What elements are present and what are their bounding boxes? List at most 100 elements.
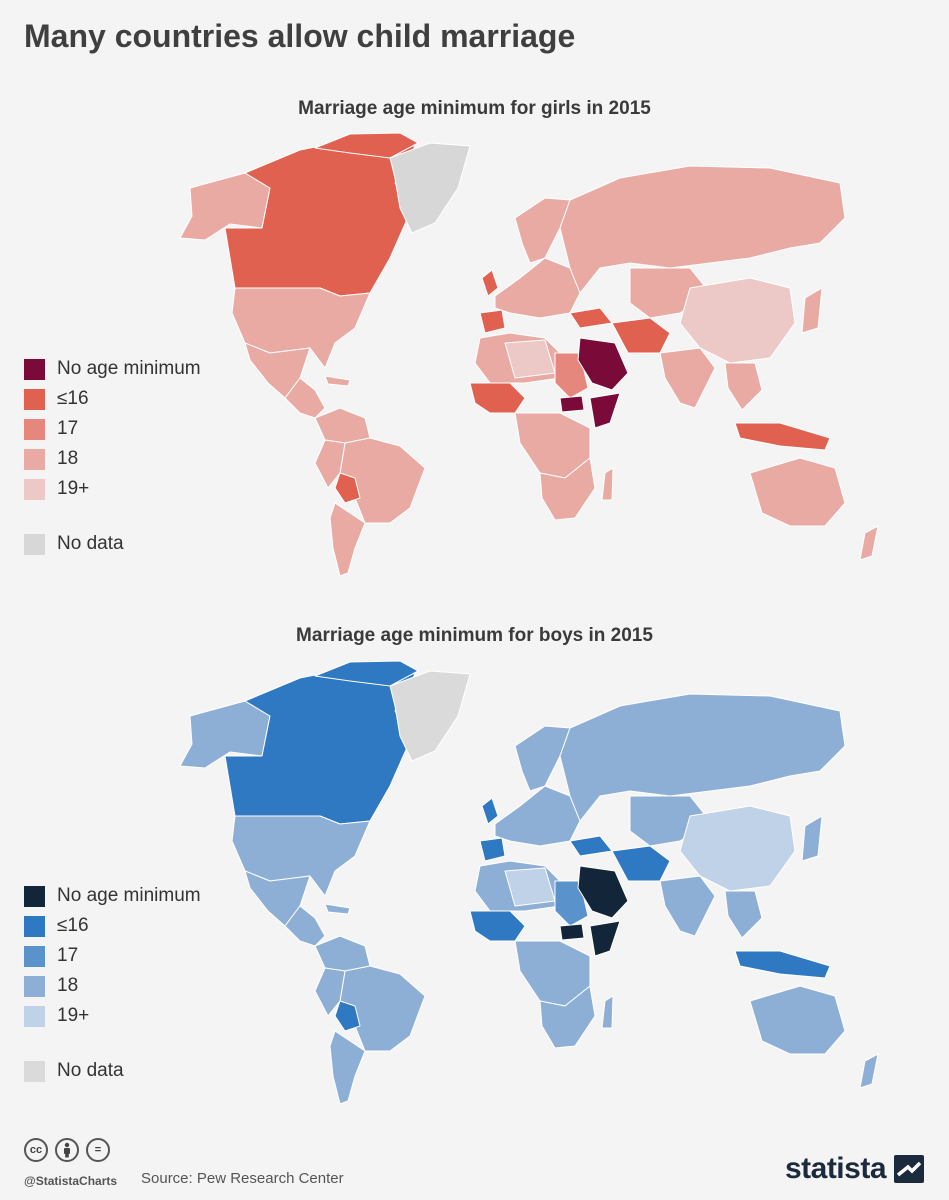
region-colombia-venezuela (314, 935, 371, 972)
region-russia (559, 693, 846, 822)
region-australia (749, 457, 846, 527)
boys-world-map (179, 660, 879, 1105)
region-southern-africa (539, 457, 596, 521)
region-west-africa (469, 382, 526, 414)
legend-item-no-minimum: No age minimum (24, 881, 201, 911)
legend-swatch (24, 975, 45, 997)
legend-label: 17 (57, 418, 79, 439)
region-canada-arctic (314, 660, 419, 687)
legend-label: No data (57, 1060, 124, 1081)
region-usa (231, 287, 371, 369)
region-saudi-arabia-yemen (577, 865, 629, 919)
region-uk-ireland (481, 269, 499, 297)
region-south-sudan (559, 923, 585, 941)
source-text: Source: Pew Research Center (141, 1170, 344, 1187)
region-usa (231, 815, 371, 897)
girls-map-title: Marriage age minimum for girls in 2015 (298, 98, 651, 119)
legend-swatch (24, 915, 45, 937)
legend-label: No data (57, 533, 124, 554)
region-indonesia-philippines (734, 422, 831, 451)
region-europe (494, 257, 581, 319)
region-peru (314, 967, 346, 1017)
legend-swatch (24, 358, 45, 380)
girls-world-map (179, 132, 879, 577)
region-horn-of-africa (589, 392, 621, 429)
legend-swatch (24, 478, 45, 500)
boys-map-title: Marriage age minimum for boys in 2015 (296, 625, 653, 646)
legend-label: 17 (57, 945, 79, 966)
region-iran-afghanistan (611, 317, 671, 354)
region-southeast-asia (724, 890, 763, 939)
region-spain (479, 837, 506, 862)
region-bolivia (334, 1000, 361, 1032)
region-turkey-caucasus (569, 307, 613, 329)
region-peru (314, 439, 346, 489)
region-uk-ireland (481, 797, 499, 825)
legend-label: 19+ (57, 1005, 90, 1026)
legend-swatch (24, 945, 45, 967)
region-central-america (284, 905, 326, 947)
region-argentina-chile (329, 1030, 366, 1105)
legend-swatch (24, 418, 45, 440)
legend-label: No age minimum (57, 358, 201, 379)
region-japan (801, 815, 823, 862)
region-australia (749, 985, 846, 1055)
legend-item-no-minimum: No age minimum (24, 354, 201, 384)
region-new-zealand (859, 1053, 879, 1089)
region-china (679, 277, 796, 364)
region-india (659, 875, 716, 937)
region-south-sudan (559, 395, 585, 413)
legend-item-19-plus: 19+ (24, 474, 201, 504)
region-madagascar (601, 995, 614, 1029)
footer: cc = @StatistaCharts Source: Pew Researc… (24, 1138, 924, 1194)
region-greenland (389, 142, 471, 234)
legend-label: No age minimum (57, 885, 201, 906)
legend-swatch (24, 885, 45, 907)
region-horn-of-africa (589, 920, 621, 957)
region-greenland (389, 670, 471, 762)
region-madagascar (601, 467, 614, 501)
statista-logo: statista (785, 1152, 924, 1186)
legend-item-no-data: No data (24, 1056, 201, 1086)
legend-item-18: 18 (24, 971, 201, 1001)
statista-logo-icon (894, 1155, 924, 1183)
region-caribbean (324, 903, 351, 915)
region-new-zealand (859, 525, 879, 561)
legend-item-16-or-under: ≤16 (24, 911, 201, 941)
legend-item-16-or-under: ≤16 (24, 384, 201, 414)
region-europe (494, 785, 581, 847)
region-saudi-arabia-yemen (577, 337, 629, 391)
region-turkey-caucasus (569, 835, 613, 857)
region-argentina-chile (329, 502, 366, 577)
brand-wordmark: statista (784, 1152, 887, 1185)
legend-label: ≤16 (57, 915, 89, 936)
region-canada-arctic (314, 132, 419, 159)
region-bolivia (334, 472, 361, 504)
legend-label: 18 (57, 448, 79, 469)
legend-item-18: 18 (24, 444, 201, 474)
region-scandinavia (514, 197, 571, 264)
region-west-africa (469, 910, 526, 942)
legend-swatch (24, 388, 45, 410)
legend-label: ≤16 (57, 388, 89, 409)
region-southern-africa (539, 985, 596, 1049)
boys-legend: No age minimum ≤16 17 18 19+ No data (24, 881, 201, 1086)
legend-label: 18 (57, 975, 79, 996)
creative-commons-icon: cc (24, 1138, 48, 1162)
region-scandinavia (514, 725, 571, 792)
legend-item-17: 17 (24, 941, 201, 971)
girls-legend: No age minimum ≤16 17 18 19+ No data (24, 354, 201, 559)
legend-item-no-data: No data (24, 529, 201, 559)
region-indonesia-philippines (734, 950, 831, 979)
legend-swatch (24, 533, 45, 555)
region-sudan (554, 880, 589, 927)
region-china (679, 805, 796, 892)
legend-label: 19+ (57, 478, 90, 499)
page-title: Many countries allow child marriage (24, 18, 576, 54)
region-iran-afghanistan (611, 845, 671, 882)
license-icons: cc = (24, 1138, 110, 1162)
social-handle: @StatistaCharts (24, 1174, 118, 1188)
legend-item-19-plus: 19+ (24, 1001, 201, 1031)
region-central-america (284, 377, 326, 419)
region-russia (559, 165, 846, 294)
